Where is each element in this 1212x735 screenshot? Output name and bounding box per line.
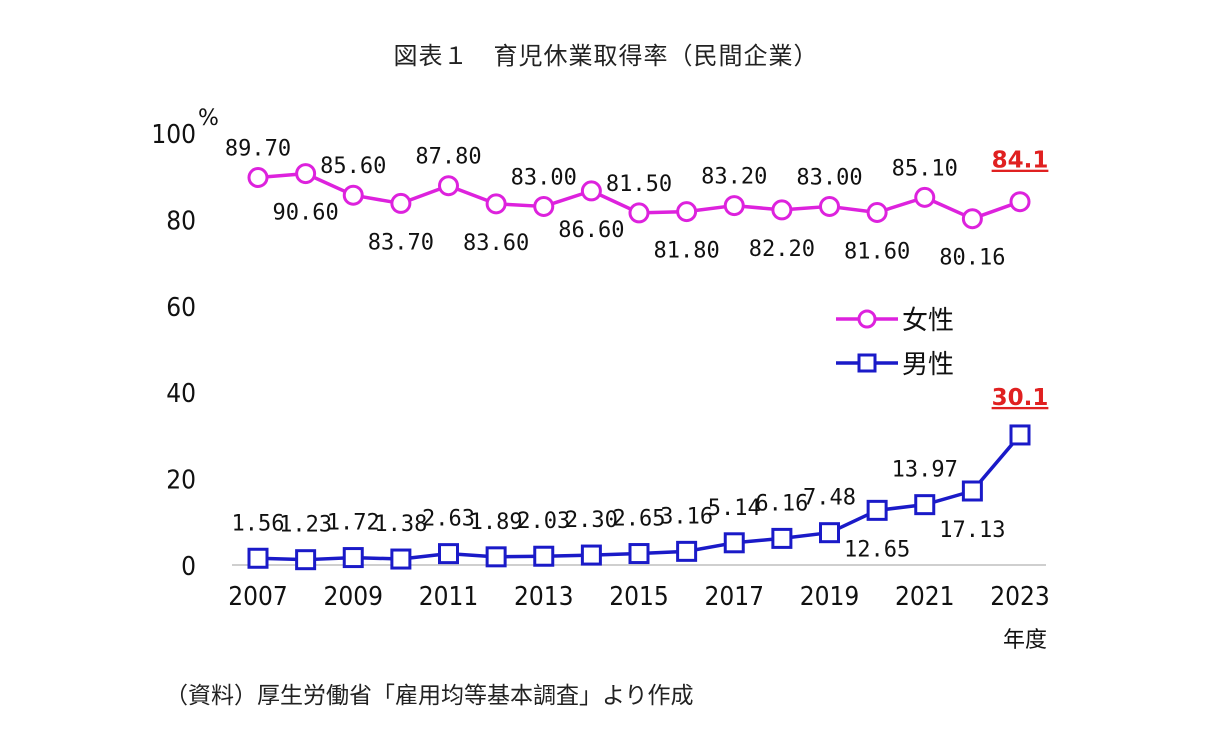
data-label: 83.20 — [701, 165, 767, 190]
data-label: 5.14 — [708, 496, 761, 521]
data-label: 83.70 — [368, 230, 434, 255]
male-point — [533, 545, 555, 567]
female-point — [819, 195, 840, 217]
source-note: （資料）厚生労働省「雇用均等基本調査」より作成 — [165, 683, 694, 709]
y-tick-label: 60 — [166, 293, 196, 323]
female-point — [485, 193, 507, 215]
data-label: 17.13 — [939, 518, 1005, 543]
x-tick-label: 2009 — [323, 582, 383, 612]
data-label: 3.16 — [660, 504, 713, 529]
female-point — [533, 195, 555, 217]
y-tick-label: 0 — [181, 552, 196, 582]
data-label: 81.50 — [606, 172, 672, 197]
male-point — [390, 548, 412, 570]
data-label: 2.63 — [422, 507, 475, 532]
legend-label: 女性 — [902, 306, 954, 336]
data-label: 2.03 — [517, 509, 570, 534]
y-tick-label: 20 — [166, 466, 196, 496]
female-point — [295, 163, 317, 185]
x-axis-label: 年度 — [1003, 628, 1047, 653]
data-label: 86.60 — [558, 218, 624, 243]
data-label: 7.48 — [803, 486, 856, 511]
male-point — [628, 543, 650, 565]
y-tick-label: 40 — [166, 379, 196, 409]
data-label: 2.65 — [613, 507, 666, 532]
axes-group: 0 20 40 60 80 100% 2007 2009 2011 2013 2015 2017 201… — [151, 106, 1049, 653]
male-point — [866, 499, 888, 521]
y-tick-label: 80 — [166, 206, 196, 236]
male-point — [295, 549, 317, 571]
female-point — [961, 208, 983, 230]
x-tick-label: 2011 — [419, 582, 479, 612]
data-label: 1.56 — [232, 511, 285, 536]
data-label: 81.80 — [654, 239, 720, 264]
female-point — [914, 186, 936, 208]
data-label: 1.38 — [374, 512, 427, 537]
data-labels-group: 89.70 90.60 85.60 83.70 87.80 83.60 83.00 86.60… — [225, 136, 1048, 562]
data-label: 85.60 — [320, 154, 386, 179]
data-label: 6.16 — [755, 491, 808, 516]
data-label: 83.00 — [511, 165, 577, 190]
data-label: 83.60 — [463, 231, 529, 256]
male-point — [723, 532, 745, 554]
data-label: 1.72 — [327, 511, 380, 536]
data-label: 12.65 — [844, 537, 910, 562]
data-label: 13.97 — [892, 458, 958, 483]
data-label: 1.23 — [279, 513, 332, 538]
data-label: 30.1 — [992, 385, 1049, 411]
male-point — [342, 547, 364, 569]
male-point — [580, 544, 602, 566]
data-label: 90.60 — [273, 201, 339, 226]
female-point — [580, 180, 602, 202]
male-point — [438, 543, 459, 565]
female-point — [723, 195, 745, 217]
data-label: 81.60 — [844, 239, 910, 264]
data-label: 82.20 — [749, 237, 815, 262]
female-point — [676, 201, 698, 223]
x-tick-label: 2015 — [609, 582, 669, 612]
male-point — [771, 527, 793, 549]
male-point — [961, 480, 983, 502]
female-point — [771, 199, 793, 221]
male-point — [1009, 424, 1031, 446]
series-markers-group — [247, 163, 1031, 571]
data-label: 83.00 — [796, 165, 862, 190]
x-tick-label: 2017 — [704, 582, 764, 612]
data-label: 87.80 — [415, 145, 481, 170]
data-label: 80.16 — [939, 246, 1005, 271]
x-tick-label: 2007 — [228, 582, 288, 612]
data-label: 85.10 — [892, 156, 958, 181]
x-tick-label: 2013 — [514, 582, 574, 612]
chart-title: 図表１ 育児休業取得率（民間企業） — [393, 42, 819, 70]
female-point — [247, 166, 269, 188]
female-point — [628, 202, 650, 224]
male-point — [914, 494, 936, 516]
data-label: 89.70 — [225, 136, 291, 161]
data-label: 84.1 — [992, 148, 1049, 174]
legend-circle-marker — [857, 309, 877, 329]
x-tick-label: 2021 — [895, 582, 955, 612]
y-unit-label: % — [198, 106, 219, 131]
x-tick-label: 2023 — [990, 582, 1050, 612]
legend-square-marker — [857, 353, 877, 373]
female-point — [342, 184, 364, 206]
female-point — [866, 201, 888, 223]
male-point — [676, 540, 698, 562]
male-point — [819, 522, 840, 544]
female-point — [438, 175, 459, 197]
male-point — [247, 547, 269, 569]
female-point — [1009, 191, 1031, 213]
y-tick-label: 100 — [151, 120, 196, 150]
data-label: 2.30 — [565, 508, 618, 533]
female-point — [390, 192, 412, 214]
legend-label: 男性 — [902, 350, 954, 380]
male-point — [485, 546, 507, 568]
data-label: 1.89 — [470, 510, 523, 535]
x-tick-label: 2019 — [800, 582, 860, 612]
